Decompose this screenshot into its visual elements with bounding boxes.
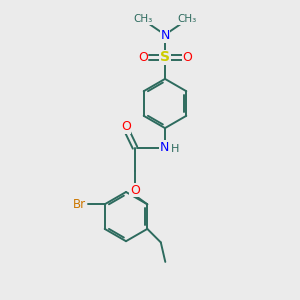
Text: N: N (160, 29, 170, 42)
Text: H: H (170, 143, 179, 154)
Text: CH₃: CH₃ (134, 14, 153, 24)
Text: O: O (121, 120, 130, 133)
Text: O: O (138, 51, 148, 64)
Text: O: O (130, 184, 140, 197)
Text: CH₃: CH₃ (177, 14, 196, 24)
Text: S: S (160, 50, 170, 64)
Text: Br: Br (73, 198, 86, 211)
Text: O: O (182, 51, 192, 64)
Text: N: N (160, 141, 169, 154)
